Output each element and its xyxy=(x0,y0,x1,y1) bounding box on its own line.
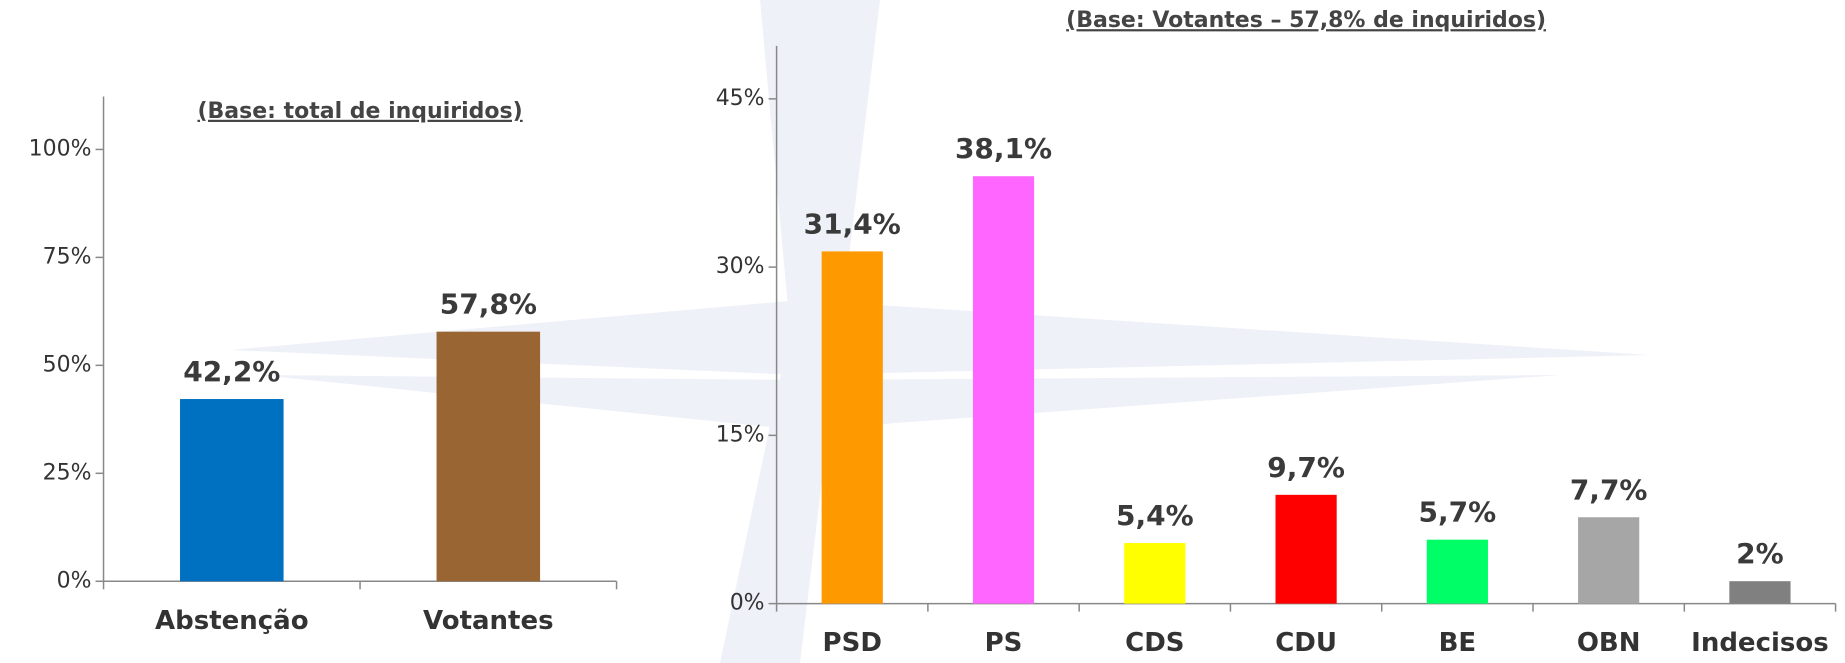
value-label: 7,7% xyxy=(1570,473,1648,506)
bar xyxy=(180,399,284,582)
y-tick-label: 0% xyxy=(730,591,765,616)
value-label: 57,8% xyxy=(440,288,537,321)
x-tick-label: CDU xyxy=(1275,628,1337,658)
bar xyxy=(972,176,1035,604)
chart-title: (Base: total de inquiridos) xyxy=(197,99,522,124)
y-tick-label: 0% xyxy=(57,568,92,593)
bar xyxy=(1578,517,1640,604)
value-label: 5,7% xyxy=(1419,496,1497,529)
value-label: 42,2% xyxy=(183,355,280,388)
chart-title: (Base: Votantes – 57,8% de inquiridos) xyxy=(1066,8,1546,33)
y-tick-label: 45% xyxy=(716,86,765,111)
y-tick-label: 15% xyxy=(716,422,765,447)
value-label: 9,7% xyxy=(1267,451,1345,484)
y-tick-label: 25% xyxy=(43,460,92,485)
watermark-ray xyxy=(260,375,1560,430)
x-tick-label: Abstenção xyxy=(155,606,309,636)
bar xyxy=(436,331,541,582)
value-label: 5,4% xyxy=(1116,499,1194,532)
x-tick-label: PS xyxy=(985,628,1023,658)
bar xyxy=(1275,494,1337,604)
y-tick-label: 75% xyxy=(43,244,92,269)
bar xyxy=(1426,539,1488,604)
bar xyxy=(1729,581,1791,604)
x-tick-label: BE xyxy=(1439,628,1477,658)
x-tick-label: CDS xyxy=(1125,628,1184,658)
value-label: 38,1% xyxy=(955,132,1052,165)
value-label: 31,4% xyxy=(804,207,901,240)
y-tick-label: 50% xyxy=(43,352,92,377)
x-tick-label: Votantes xyxy=(423,606,554,636)
bar xyxy=(1124,543,1186,604)
watermark-ray xyxy=(230,300,1650,375)
value-label: 2% xyxy=(1736,537,1784,570)
x-tick-label: Indecisos xyxy=(1691,628,1829,658)
y-tick-label: 30% xyxy=(716,254,765,279)
y-tick-label: 100% xyxy=(29,136,92,161)
watermark xyxy=(230,0,1650,663)
x-tick-label: OBN xyxy=(1577,628,1641,658)
bar xyxy=(821,251,883,604)
x-tick-label: PSD xyxy=(823,628,882,658)
